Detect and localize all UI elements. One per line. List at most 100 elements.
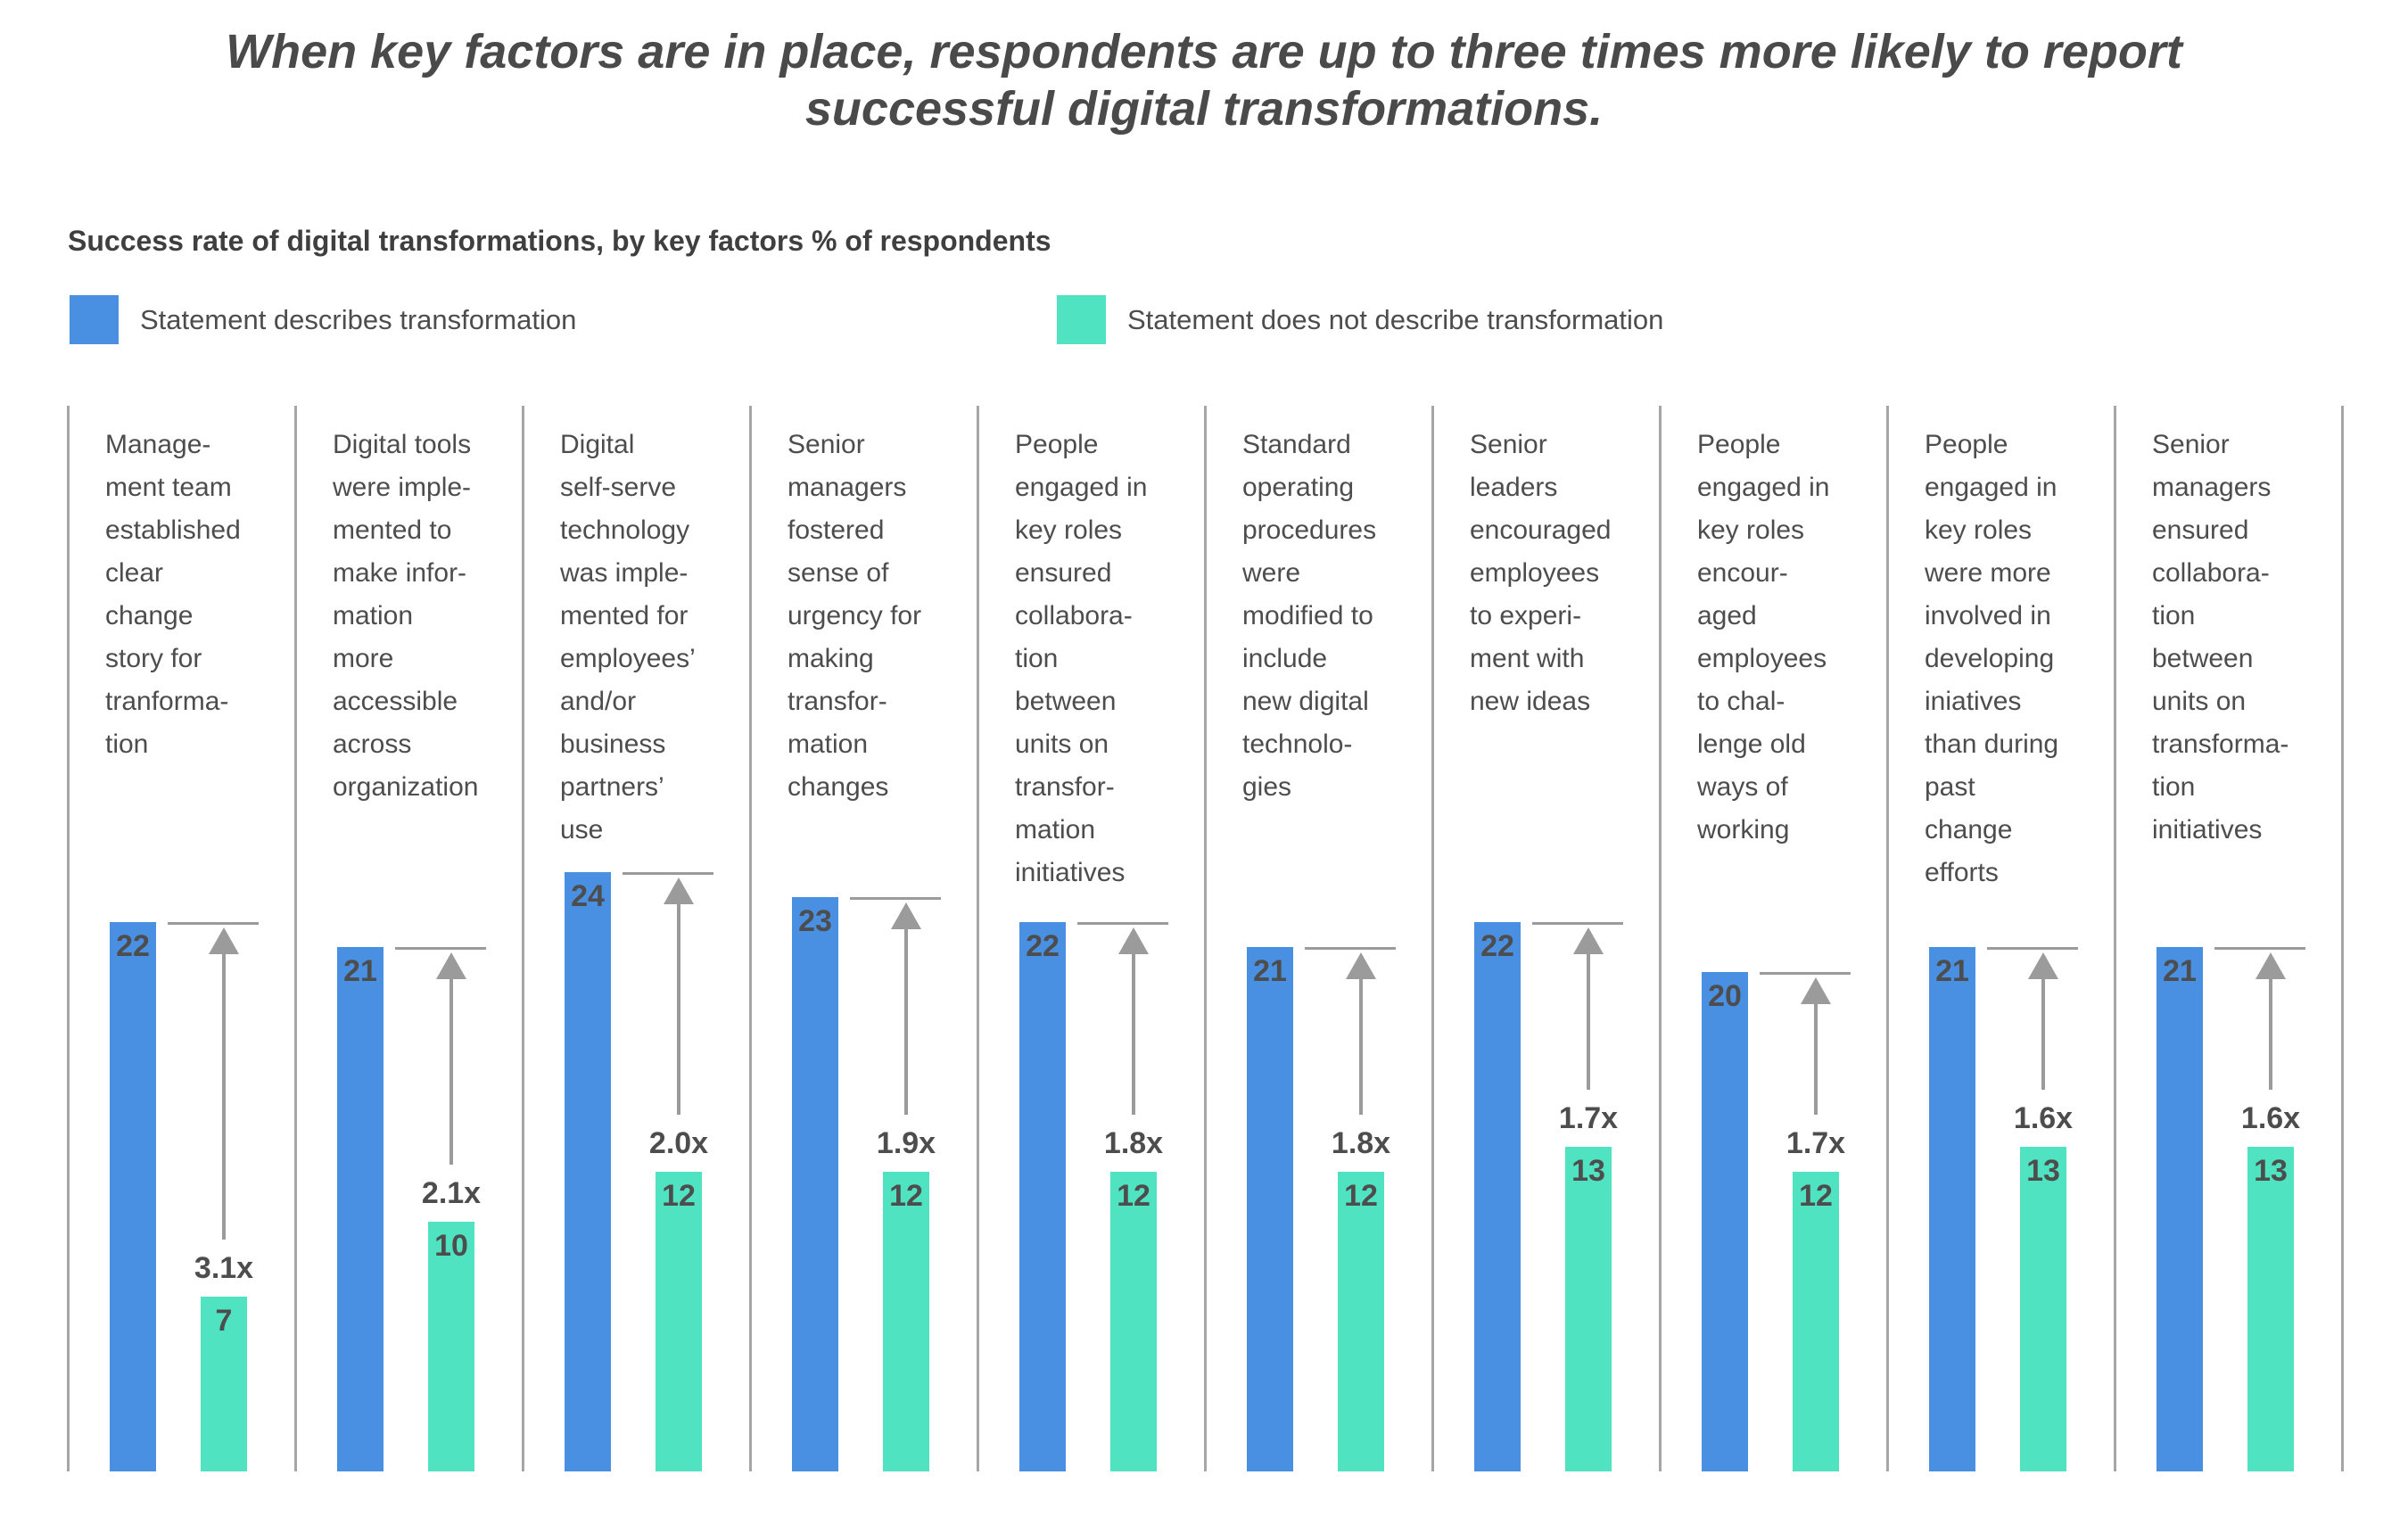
bar-describes: 24: [565, 872, 611, 1471]
bar-not-describes-value: 13: [2254, 1154, 2288, 1188]
bar-describes: 21: [2156, 947, 2203, 1471]
category-panel: Digital self-serve technology was imple-…: [522, 406, 749, 1471]
arrow-up-head-icon: [1573, 927, 1604, 954]
reference-line: [623, 872, 713, 875]
legend-label-not-describes: Statement does not describe transformati…: [1127, 303, 1664, 335]
category-panel: Digital tools were imple- mented to make…: [294, 406, 522, 1471]
arrow-up-icon: [449, 976, 453, 1165]
reference-line: [850, 897, 941, 900]
bar-not-describes-value: 12: [1344, 1179, 1378, 1213]
bar-not-describes: 12: [656, 1172, 702, 1471]
arrow-up-head-icon: [1118, 927, 1149, 954]
multiplier-label: 1.8x: [1331, 1126, 1391, 1160]
reference-line: [1532, 922, 1623, 925]
bar-not-describes-value: 12: [662, 1179, 696, 1213]
category-label: Digital tools were imple- mented to make…: [333, 430, 479, 802]
category-label: Digital self-serve technology was imple-…: [560, 430, 696, 845]
multiplier-label: 3.1x: [194, 1251, 254, 1285]
category-panel: Standard operating procedures were modif…: [1204, 406, 1431, 1471]
arrow-up-icon: [904, 926, 908, 1115]
category-label: Senior managers fostered sense of urgenc…: [788, 430, 922, 802]
bar-not-describes: 12: [883, 1172, 929, 1471]
chart-subtitle: Success rate of digital transformations,…: [68, 225, 1051, 257]
bar-describes-value: 21: [1253, 954, 1287, 988]
multiplier-label: 1.6x: [2013, 1101, 2074, 1135]
multiplier-label: 2.0x: [648, 1126, 709, 1160]
bar-not-describes-value: 13: [2026, 1154, 2060, 1188]
category-panel: People engaged in key roles were more in…: [1886, 406, 2114, 1471]
arrow-up-head-icon: [436, 952, 466, 979]
bar-describes-value: 21: [2163, 954, 2197, 988]
bar-not-describes: 13: [2247, 1147, 2294, 1471]
arrow-up-icon: [2041, 976, 2045, 1090]
arrow-up-icon: [2269, 976, 2272, 1090]
bar-describes-value: 22: [1026, 929, 1060, 963]
multiplier-label: 1.9x: [876, 1126, 936, 1160]
category-panel: People engaged in key roles ensured coll…: [977, 406, 1204, 1471]
bar-describes-value: 21: [1935, 954, 1969, 988]
reference-line: [1077, 922, 1168, 925]
arrow-up-head-icon: [664, 877, 694, 904]
bar-describes-value: 23: [798, 904, 832, 938]
bar-not-describes-value: 12: [889, 1179, 923, 1213]
bar-not-describes-value: 7: [215, 1304, 233, 1338]
bar-describes: 20: [1702, 972, 1748, 1471]
bar-describes: 21: [1929, 947, 1975, 1471]
bar-not-describes-value: 10: [434, 1229, 468, 1263]
bar-not-describes-value: 13: [1571, 1154, 1605, 1188]
bar-not-describes: 7: [201, 1297, 247, 1471]
category-label: People engaged in key roles ensured coll…: [1015, 430, 1148, 887]
multiplier-label: 1.7x: [1785, 1126, 1846, 1160]
bar-not-describes-value: 12: [1799, 1179, 1833, 1213]
arrow-up-icon: [222, 951, 226, 1240]
multiplier-label: 2.1x: [421, 1176, 482, 1210]
category-label: Manage- ment team established clear chan…: [105, 430, 241, 759]
category-label: Senior managers ensured collabora- tion …: [2152, 430, 2289, 845]
arrow-up-head-icon: [1801, 977, 1831, 1004]
bar-describes-value: 22: [116, 929, 150, 963]
category-label: Standard operating procedures were modif…: [1242, 430, 1377, 802]
reference-line: [168, 922, 259, 925]
chart-title: When key factors are in place, responden…: [226, 25, 2182, 136]
bar-not-describes: 12: [1110, 1172, 1157, 1471]
arrow-up-icon: [1359, 976, 1363, 1115]
bar-describes: 22: [1019, 922, 1066, 1471]
bar-describes: 21: [337, 947, 383, 1471]
category-label: People engaged in key roles were more in…: [1925, 430, 2059, 887]
category-panel: Manage- ment team established clear chan…: [67, 406, 294, 1471]
arrow-up-head-icon: [891, 902, 921, 929]
legend-swatch-describes: [70, 295, 119, 344]
multiplier-label: 1.6x: [2240, 1101, 2301, 1135]
legend-label-describes: Statement describes transformation: [140, 303, 577, 335]
arrow-up-icon: [1587, 951, 1590, 1090]
reference-line: [2214, 947, 2305, 950]
legend-swatch-not-describes: [1057, 295, 1106, 344]
category-label: People engaged in key roles encour- aged…: [1697, 430, 1830, 845]
category-panel: People engaged in key roles encour- aged…: [1659, 406, 1886, 1471]
bar-describes-value: 22: [1480, 929, 1514, 963]
bar-not-describes-value: 12: [1117, 1179, 1150, 1213]
category-label: Senior leaders encouraged employees to e…: [1470, 430, 1612, 716]
bar-describes-value: 21: [343, 954, 377, 988]
bar-describes: 22: [110, 922, 156, 1471]
bar-not-describes: 12: [1793, 1172, 1839, 1471]
multiplier-label: 1.7x: [1558, 1101, 1619, 1135]
category-panel: Senior leaders encouraged employees to e…: [1431, 406, 1659, 1471]
arrow-up-icon: [1132, 951, 1135, 1115]
arrow-up-head-icon: [1346, 952, 1376, 979]
bar-not-describes: 10: [428, 1222, 474, 1471]
reference-line: [1987, 947, 2078, 950]
bar-not-describes: 12: [1338, 1172, 1384, 1471]
bar-describes: 21: [1247, 947, 1293, 1471]
bar-describes: 22: [1474, 922, 1521, 1471]
legend-item-not-describes: Statement does not describe transformati…: [1057, 295, 1663, 344]
arrow-up-icon: [1814, 1001, 1818, 1115]
arrow-up-head-icon: [209, 927, 239, 954]
bar-describes-value: 20: [1708, 979, 1742, 1013]
multiplier-label: 1.8x: [1103, 1126, 1164, 1160]
bar-panels: Manage- ment team established clear chan…: [67, 406, 2344, 1471]
bar-describes: 23: [792, 897, 838, 1471]
reference-line: [1760, 972, 1851, 975]
arrow-up-icon: [677, 901, 680, 1115]
